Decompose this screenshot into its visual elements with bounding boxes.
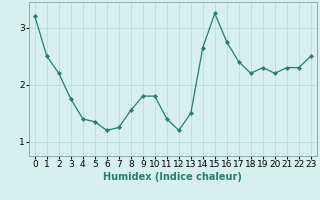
X-axis label: Humidex (Indice chaleur): Humidex (Indice chaleur): [103, 172, 242, 182]
